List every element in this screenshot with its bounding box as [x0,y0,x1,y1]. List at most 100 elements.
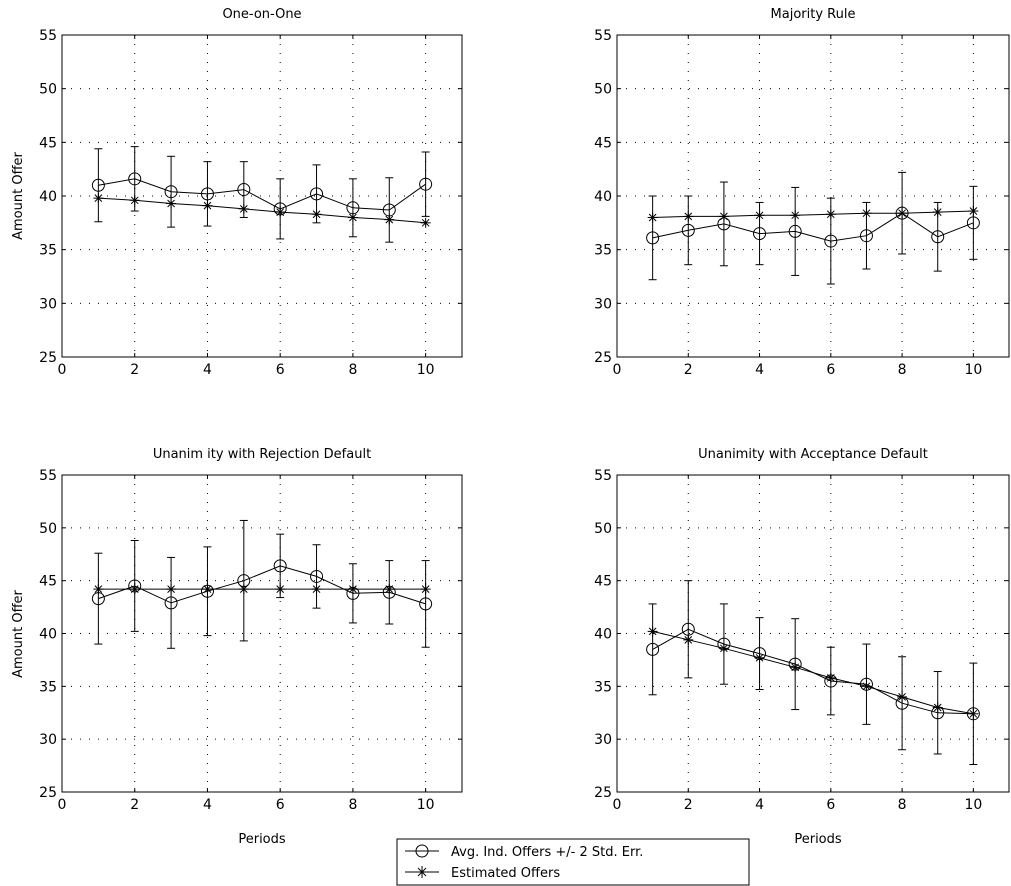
avg-offer-point [200,187,214,201]
y-tick-label: 30 [39,732,57,748]
x-tick-label: 2 [684,362,693,378]
legend-entry-avg-offers: Avg. Ind. Offers +/- 2 Std. Err. [451,845,643,860]
x-tick-label: 6 [826,362,835,378]
avg-offer-point [164,185,178,199]
y-tick-label: 30 [39,296,57,312]
x-tick-label: 2 [130,362,139,378]
y-tick-label: 35 [39,243,57,259]
estimated-offer-point [238,584,249,595]
y-tick-label: 50 [594,82,612,98]
y-tick-label: 25 [594,350,612,366]
estimated-offer-point [311,209,322,220]
estimated-offer-point [790,662,801,673]
x-tick-label: 10 [964,362,982,378]
estimated-offer-point [420,584,431,595]
x-axis-label: Periods [794,832,842,847]
avg-offers-line [652,212,974,242]
estimated-offer-point [718,643,729,654]
y-tick-label: 55 [39,28,57,44]
panel-title: Majority Rule [771,7,856,22]
x-axis-label: Periods [238,832,286,847]
estimated-offer-point [166,584,177,595]
estimated-offer-point [861,208,872,219]
estimated-offer-point [861,681,872,692]
y-tick-label: 50 [39,521,57,537]
y-tick-label: 45 [594,135,612,151]
avg-offer-point [273,559,287,573]
y-tick-label: 40 [39,189,57,205]
avg-offer-point [931,230,945,244]
y-tick-label: 55 [39,468,57,484]
estimated-offers-line [98,197,426,224]
avg-offer-point [788,224,802,238]
estimated-offer-point [968,206,979,217]
avg-offer-point [164,596,178,610]
x-tick-label: 8 [898,362,907,378]
estimated-offer-point [202,584,213,595]
x-tick-label: 0 [58,797,67,813]
y-tick-label: 35 [594,243,612,259]
x-tick-label: 8 [898,797,907,813]
estimated-offer-point [932,702,943,713]
plot-frame [61,34,463,358]
estimated-offer-point [311,584,322,595]
y-tick-label: 45 [39,574,57,590]
avg-offer-point [237,183,251,197]
estimated-offer-point [897,208,908,219]
estimated-offer-point [683,211,694,222]
estimated-offer-point [238,203,249,214]
x-tick-label: 8 [348,362,357,378]
estimated-offers-line [652,210,974,218]
avg-offer-point [824,234,838,248]
x-tick-label: 4 [203,797,212,813]
avg-offer-point [859,229,873,243]
avg-offer-point [419,177,433,191]
y-axis-label: Amount Offer [11,151,26,239]
estimated-offer-point [754,210,765,221]
estimated-offer-point [754,652,765,663]
avg-offer-point [310,187,324,201]
estimated-offer-point [129,195,140,206]
x-tick-label: 0 [613,362,622,378]
x-tick-label: 2 [684,797,693,813]
estimated-offer-point [347,212,358,223]
estimated-offer-point [384,584,395,595]
estimated-offer-point [129,584,140,595]
estimated-offer-point [932,207,943,218]
estimated-offer-point [93,193,104,204]
avg-offers-line [98,565,426,605]
avg-offer-point [419,597,433,611]
estimated-offer-point [825,672,836,683]
estimated-offer-point [897,691,908,702]
panel-unanimity-acceptance: Unanimity with Acceptance Default Period… [594,447,1010,847]
legend-star-marker [416,866,428,878]
panel-title: Unanim ity with Rejection Default [153,447,371,462]
estimated-offer-point [202,200,213,211]
x-tick-label: 6 [826,797,835,813]
x-tick-label: 10 [417,797,435,813]
avg-offer-point [646,231,660,245]
x-tick-label: 6 [276,797,285,813]
x-tick-label: 10 [964,797,982,813]
x-tick-label: 4 [755,797,764,813]
estimated-offer-point [790,210,801,221]
panel-unanimity-rejection: Unanim ity with Rejection Default Amount… [11,447,463,847]
panel-one-on-one: One-on-One Amount Offer 0 2 4 6 8 10 25 30 35 40 4… [11,7,463,378]
avg-offers-line [652,628,974,715]
avg-offer-point [966,707,980,721]
x-tick-label: 6 [276,362,285,378]
x-tick-label: 10 [417,362,435,378]
avg-offer-point [310,569,324,583]
x-tick-label: 8 [348,797,357,813]
y-tick-label: 55 [594,468,612,484]
panel-title: One-on-One [222,7,301,22]
estimated-offer-point [166,198,177,209]
legend: Avg. Ind. Offers +/- 2 Std. Err. Estimat… [396,838,750,886]
y-tick-label: 30 [594,296,612,312]
estimated-offer-point [968,708,979,719]
y-tick-label: 30 [594,732,612,748]
estimated-offer-point [718,211,729,222]
avg-offer-point [128,172,142,186]
y-tick-label: 25 [39,785,57,801]
